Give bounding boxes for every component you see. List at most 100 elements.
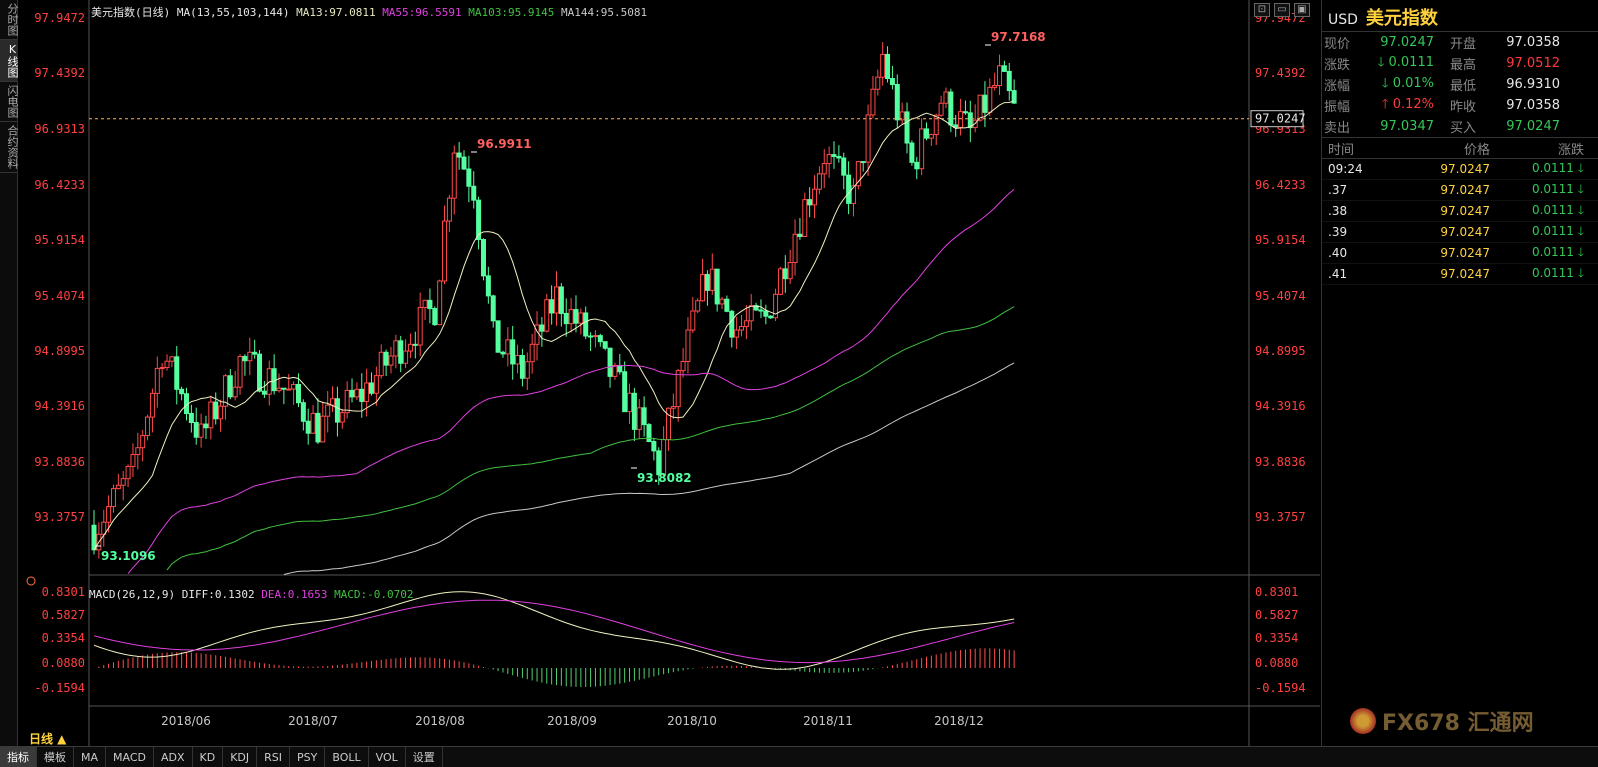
candle-body [797, 233, 803, 237]
candle-body [821, 163, 827, 175]
quote-row: 现价 97.0247 开盘 97.0358 [1322, 32, 1598, 53]
candle-body [563, 312, 569, 325]
tab-flash[interactable]: 闪电图 [0, 82, 19, 122]
fx678-watermark: FX678 汇通网 [1350, 705, 1534, 737]
candle-body [344, 389, 350, 414]
quote-row: 振幅 🡑 0.12% 昨收 97.0358 [1322, 95, 1598, 116]
ticks-list: 09:24 97.0247 0.0111 🡓 .37 97.0247 0.0111 🡓 .3… [1322, 159, 1598, 285]
candle-body [203, 423, 209, 429]
bottom-tab-10[interactable]: VOL [369, 746, 406, 767]
candle-body [558, 286, 564, 314]
main-legend-item-4: MA103:95.9145 [468, 6, 561, 19]
tick-change: 0.0111 🡓 [1531, 223, 1584, 238]
y-tick-left: 95.9154 [34, 233, 85, 247]
candle-body [125, 465, 131, 480]
candle-body [719, 298, 725, 305]
y-tick-left: 97.4392 [34, 66, 85, 80]
candle-body [383, 351, 389, 366]
tab-contract-info[interactable]: 合约资料 [0, 122, 19, 173]
candle-body [816, 173, 822, 190]
candle-body [841, 157, 847, 176]
tick-price: 97.0247 [1440, 246, 1490, 260]
quote-label: 买入 [1450, 121, 1477, 136]
candle-body [588, 335, 594, 338]
main-legend-item-0: 美元指数(日线) [91, 6, 177, 19]
candle-body [670, 406, 676, 409]
bottom-tab-8[interactable]: PSY [290, 746, 326, 767]
candle-body [695, 300, 701, 312]
candle-body [987, 86, 993, 113]
macd-tick-right: 0.5827 [1255, 608, 1298, 622]
candle-body [227, 375, 233, 398]
y-tick-left: 96.9313 [34, 122, 85, 136]
candle-body [578, 312, 584, 324]
bottom-tab-4[interactable]: ADX [154, 746, 193, 767]
period-selector[interactable]: 日线 ▲ [29, 732, 67, 746]
x-tick-label: 2018/10 [667, 714, 717, 728]
bottom-tab-9[interactable]: BOLL [325, 746, 369, 767]
candle-body [982, 94, 988, 113]
macd-tick-right: 0.3354 [1255, 631, 1298, 645]
y-tick-left: 95.4074 [34, 289, 85, 303]
candle-body [101, 521, 107, 535]
candle-body [427, 299, 433, 310]
candle-body [130, 454, 136, 467]
quote-value: 🡑 0.12% [1381, 96, 1434, 112]
macd-tick-left: 0.0880 [42, 656, 85, 670]
bottom-tab-3[interactable]: MACD [106, 746, 154, 767]
y-tick-right: 94.3916 [1255, 399, 1306, 413]
chart-area[interactable]: 97.9472 97.9472 97.4392 97.4392 96.9313 96.93… [19, 0, 1320, 746]
candle-body [300, 402, 306, 422]
quote-row: 涨幅 🡓 0.01% 最低 96.9310 [1322, 74, 1598, 95]
candle-body [597, 335, 603, 343]
restore-icon[interactable]: ⊡ [1254, 3, 1270, 17]
fullscreen-icon[interactable]: ▣ [1294, 3, 1310, 17]
bottom-tab-11[interactable]: 设置 [406, 746, 443, 767]
maximize-icon[interactable]: ▭ [1274, 3, 1290, 17]
bottom-tab-1[interactable]: 模板 [37, 746, 74, 767]
candle-body [875, 76, 881, 90]
candle-body [539, 324, 545, 332]
candle-body [831, 154, 837, 157]
tick-row: .39 97.0247 0.0111 🡓 [1322, 222, 1598, 243]
bottom-tab-7[interactable]: RSI [257, 746, 291, 767]
y-tick-right: 94.8995 [1255, 344, 1306, 358]
candle-body [846, 174, 852, 204]
x-tick-label: 2018/12 [934, 714, 984, 728]
y-tick-right: 97.4392 [1255, 66, 1306, 80]
candle-body [149, 392, 155, 418]
candle-body [222, 375, 228, 407]
candle-body [894, 84, 900, 121]
macd-legend: MACD(26,12,9) DIFF:0.1302 DEA:0.1653 MAC… [89, 588, 414, 601]
tab-timeshare[interactable]: 分时图 [0, 0, 19, 40]
bottom-tab-2[interactable]: MA [74, 746, 107, 767]
tick-time: .41 [1328, 267, 1348, 281]
quote-label: 卖出 [1324, 121, 1351, 136]
price-annotation: 93.8082 [637, 471, 692, 485]
tab-kline[interactable]: K线图 [0, 40, 19, 82]
candle-body [242, 355, 248, 362]
candle-body [758, 309, 764, 312]
main-legend-item-2: MA13:97.0811 [296, 6, 383, 19]
candle-body [208, 401, 214, 429]
candle-body [870, 88, 876, 116]
candle-body [665, 407, 671, 441]
bottom-tab-5[interactable]: KD [193, 746, 224, 767]
candle-body [962, 111, 968, 114]
candle-body [456, 152, 462, 158]
candle-body [914, 161, 920, 170]
candle-body [325, 404, 331, 417]
candle-body [904, 111, 910, 144]
candle-body [237, 355, 243, 388]
bottom-tab-6[interactable]: KDJ [223, 746, 258, 767]
quote-row: 涨跌 🡓 0.0111 最高 97.0512 [1322, 53, 1598, 74]
candle-body [807, 199, 813, 206]
candle-body [792, 233, 798, 264]
bottom-tab-0[interactable]: 指标 [0, 746, 37, 767]
candle-body [748, 305, 754, 322]
candle-body [568, 309, 574, 325]
quote-panel: USD 美元指数 现价 97.0247 开盘 97.0358 涨跌 🡓 0.0111 最高 9… [1321, 0, 1598, 746]
tick-change: 0.0111 🡓 [1531, 160, 1584, 175]
candle-body [213, 401, 219, 420]
